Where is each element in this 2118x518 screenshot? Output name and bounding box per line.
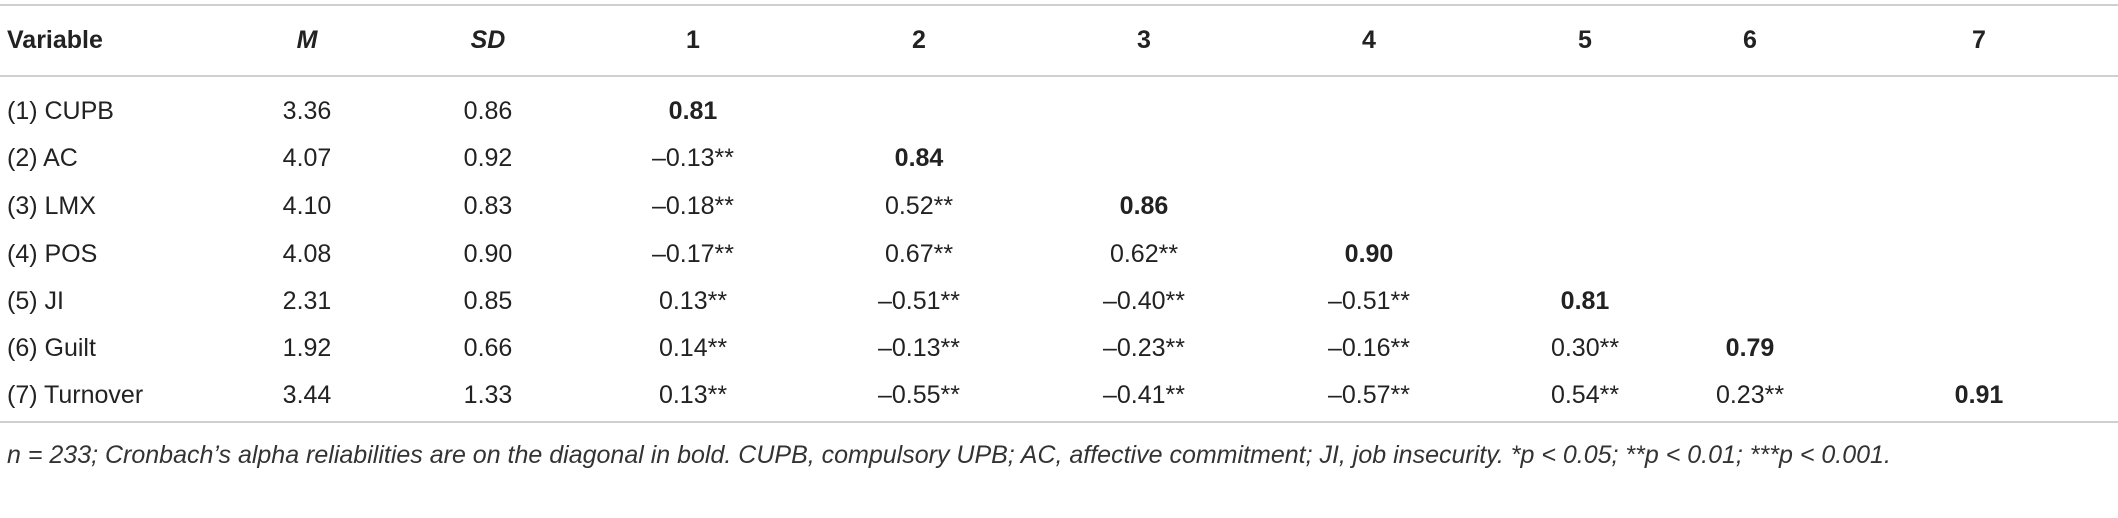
table-cell: 0.83: [463, 192, 513, 220]
table-cell: 0.79: [1725, 334, 1775, 362]
table-cell: 0.90: [1344, 240, 1394, 268]
table-cell: 2.31: [282, 287, 332, 315]
row-label: (4) POS: [7, 240, 98, 268]
table-cell: –0.51**: [877, 287, 961, 315]
row-label: (7) Turnover: [7, 381, 144, 409]
top-rule: [0, 4, 2118, 6]
column-header: 2: [912, 26, 926, 54]
table-cell: –0.57**: [1327, 381, 1411, 409]
table-cell: 0.23**: [1715, 381, 1785, 409]
table-cell: 0.86: [1119, 192, 1169, 220]
table-cell: –0.51**: [1327, 287, 1411, 315]
row-label: (2) AC: [7, 144, 78, 172]
table-cell: 0.62**: [1109, 240, 1179, 268]
row-label: (3) LMX: [7, 192, 96, 220]
table-cell: –0.13**: [877, 334, 961, 362]
table-cell: 3.36: [282, 97, 332, 125]
table-cell: 1.92: [282, 334, 332, 362]
table-cell: 0.30**: [1550, 334, 1620, 362]
table-cell: 3.44: [282, 381, 332, 409]
column-header: 4: [1362, 26, 1376, 54]
table-cell: 4.10: [282, 192, 332, 220]
table-cell: –0.41**: [1102, 381, 1186, 409]
column-header: 6: [1743, 26, 1757, 54]
table-cell: –0.55**: [877, 381, 961, 409]
table-cell: 0.13**: [658, 381, 728, 409]
table-cell: 4.08: [282, 240, 332, 268]
table-cell: –0.17**: [651, 240, 735, 268]
column-header: 3: [1137, 26, 1151, 54]
table-note: n = 233; Cronbach’s alpha reliabilities …: [7, 441, 1891, 469]
column-header: 1: [686, 26, 700, 54]
table-cell: 0.86: [463, 97, 513, 125]
table-cell: 0.13**: [658, 287, 728, 315]
table-cell: –0.13**: [651, 144, 735, 172]
column-header: 5: [1578, 26, 1592, 54]
table-cell: –0.18**: [651, 192, 735, 220]
row-label: (5) JI: [7, 287, 64, 315]
table-cell: 0.67**: [884, 240, 954, 268]
table-cell: 0.81: [668, 97, 718, 125]
table-cell: 0.85: [463, 287, 513, 315]
table-cell: 0.66: [463, 334, 513, 362]
column-header: M: [296, 26, 318, 54]
table-cell: –0.40**: [1102, 287, 1186, 315]
column-header: SD: [470, 26, 506, 54]
bottom-rule: [0, 421, 2118, 423]
table-cell: 4.07: [282, 144, 332, 172]
table-cell: 0.92: [463, 144, 513, 172]
row-label: (1) CUPB: [7, 97, 114, 125]
table-cell: 0.90: [463, 240, 513, 268]
header-rule: [0, 75, 2118, 77]
column-header: Variable: [7, 26, 103, 54]
table-cell: 0.14**: [658, 334, 728, 362]
table-cell: –0.23**: [1102, 334, 1186, 362]
row-label: (6) Guilt: [7, 334, 96, 362]
table-cell: 0.52**: [884, 192, 954, 220]
table-cell: 1.33: [463, 381, 513, 409]
table-cell: 0.54**: [1550, 381, 1620, 409]
table-cell: –0.16**: [1327, 334, 1411, 362]
table-cell: 0.84: [894, 144, 944, 172]
table-cell: 0.91: [1954, 381, 2004, 409]
table-cell: 0.81: [1560, 287, 1610, 315]
column-header: 7: [1972, 26, 1986, 54]
